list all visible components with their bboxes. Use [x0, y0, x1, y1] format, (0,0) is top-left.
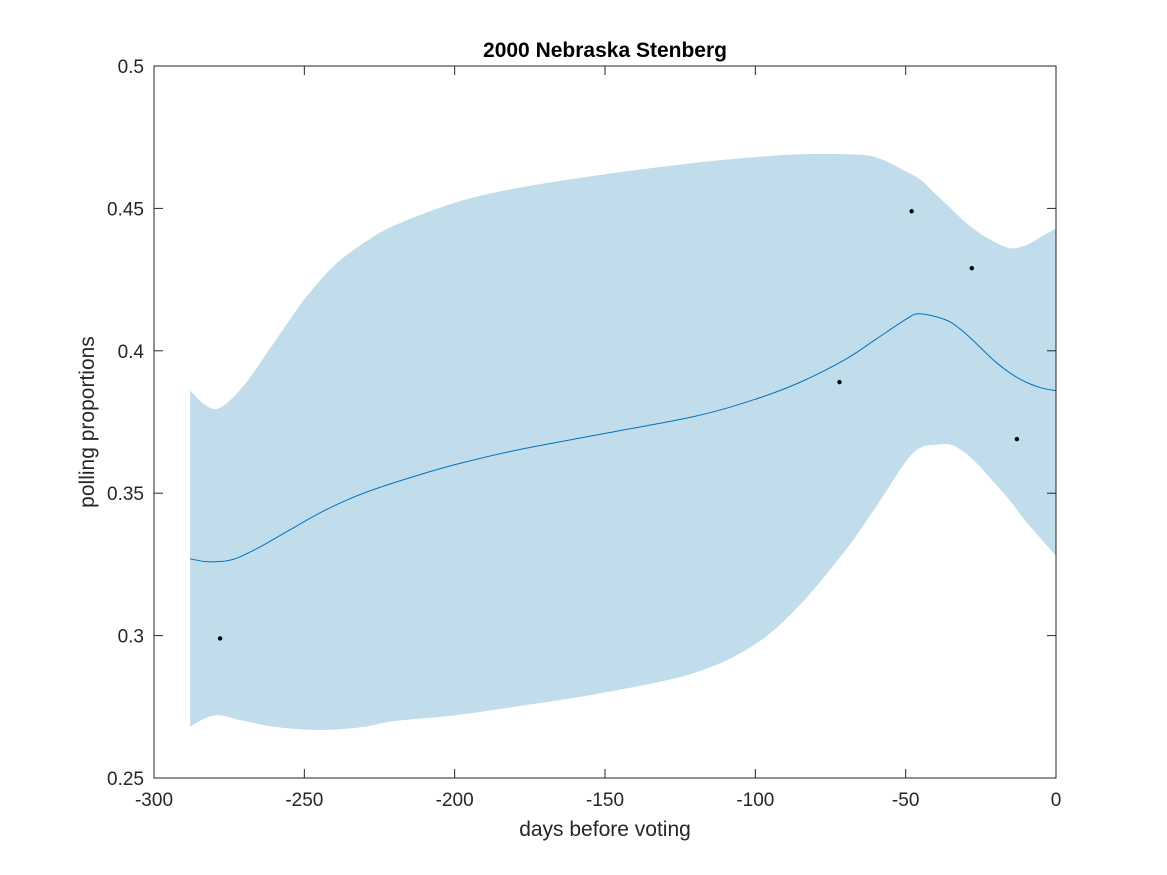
x-tick-labels: -300 -250 -200 -150 -100 -50 0: [135, 790, 1061, 811]
confidence-band-layer: [190, 153, 1056, 730]
x-tick-label: -200: [436, 790, 474, 811]
poll-point: [1014, 436, 1020, 442]
y-tick-label: 0.45: [107, 199, 144, 220]
confidence-band: [190, 153, 1056, 730]
x-axis-label: days before voting: [519, 818, 691, 841]
x-tick-label: -300: [135, 790, 173, 811]
x-tick-label: -50: [892, 790, 919, 811]
poll-point: [969, 266, 975, 271]
x-tick-label: -150: [586, 790, 624, 811]
y-tick-label: 0.5: [118, 57, 144, 78]
y-tick-label: 0.25: [107, 769, 144, 790]
poll-points-layer: [217, 209, 1020, 641]
y-tick-label: 0.3: [118, 627, 144, 648]
y-tick-label: 0.4: [118, 342, 145, 363]
poll-point: [837, 379, 842, 385]
ticks-layer: [153, 65, 1057, 779]
mean-line-series-0: [189, 313, 1057, 563]
mean-line-layer: [189, 313, 1057, 563]
x-tick-label: -250: [285, 790, 323, 811]
y-tick-labels: 0.25 0.3 0.35 0.4 0.45 0.5: [107, 57, 144, 790]
x-tick-label: -100: [736, 790, 774, 811]
poll-point: [909, 209, 914, 214]
y-axis-label: polling proportions: [76, 336, 99, 508]
x-tick-label: 0: [1051, 790, 1062, 811]
poll-point: [217, 636, 223, 641]
y-tick-label: 0.35: [107, 484, 144, 505]
chart-title: 2000 Nebraska Stenberg: [483, 39, 727, 62]
